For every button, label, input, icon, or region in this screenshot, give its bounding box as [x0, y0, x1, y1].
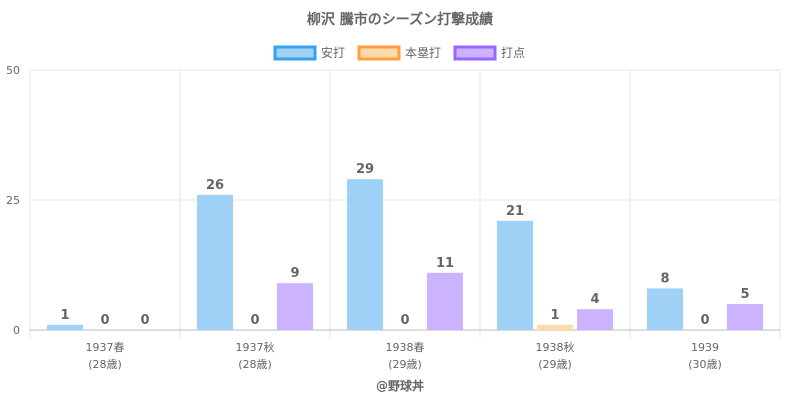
bar-2-3 [577, 309, 613, 330]
x-tick-label-1: 1937秋 [236, 340, 275, 354]
value-label-2-2: 11 [436, 256, 454, 271]
x-tick-label-3: 1938秋 [536, 340, 575, 354]
bar-0-2 [347, 179, 383, 330]
value-label-0-4: 8 [660, 271, 669, 286]
y-tick-label-1: 25 [6, 194, 20, 207]
value-label-0-0: 1 [60, 308, 69, 323]
x-tick-sublabel-3: (29歳) [538, 358, 572, 371]
chart-title: 柳沢 騰市のシーズン打撃成績 [307, 11, 493, 28]
value-label-2-1: 9 [290, 266, 299, 281]
y-tick-label-0: 0 [13, 324, 20, 337]
bars [47, 179, 763, 330]
x-tick-label-4: 1939 [691, 341, 719, 354]
value-label-1-1: 0 [250, 313, 259, 328]
legend-label-0: 安打 [321, 45, 345, 60]
bar-0-3 [497, 220, 533, 330]
legend-swatch-0 [273, 45, 317, 61]
legend-label-2: 打点 [501, 46, 525, 60]
x-tick-label-0: 1937春 [86, 341, 125, 354]
value-label-1-2: 0 [400, 313, 409, 328]
x-tick-sublabel-2: (29歳) [388, 358, 422, 371]
value-label-1-0: 0 [100, 313, 109, 328]
value-label-1-4: 0 [700, 313, 709, 328]
value-labels: 1 0 0 26 0 9 29 0 11 21 1 4 8 0 5 [60, 162, 749, 328]
legend-swatch-1 [357, 45, 401, 61]
legend: 安打 本塁打 打点 [273, 45, 525, 61]
value-label-1-3: 1 [550, 308, 559, 323]
bar-2-4 [727, 304, 763, 330]
x-tick-sublabel-4: (30歳) [688, 358, 722, 371]
legend-swatch-2 [453, 45, 497, 61]
bar-0-0 [47, 324, 83, 330]
bar-0-1 [197, 194, 233, 330]
x-tick-sublabel-0: (28歳) [88, 358, 122, 371]
x-tick-sublabel-1: (28歳) [238, 358, 272, 371]
footer-credit: @野球丼 [376, 378, 424, 393]
value-label-0-3: 21 [506, 204, 524, 219]
bar-0-4 [647, 288, 683, 330]
value-label-2-0: 0 [140, 313, 149, 328]
x-axis: 1937春 (28歳) 1937秋 (28歳) 1938春 (29歳) 1938秋 (29歳)… [86, 340, 722, 371]
x-tick-label-2: 1938春 [386, 341, 425, 354]
y-axis: 0 25 50 [6, 64, 20, 337]
bar-2-2 [427, 272, 463, 330]
bar-1-3 [537, 324, 573, 330]
value-label-0-2: 29 [356, 162, 374, 177]
bar-2-1 [277, 283, 313, 330]
y-tick-label-2: 50 [6, 64, 20, 77]
value-label-0-1: 26 [206, 178, 224, 193]
value-label-2-4: 5 [740, 287, 749, 302]
legend-label-1: 本塁打 [405, 46, 441, 60]
value-label-2-3: 4 [590, 292, 599, 307]
